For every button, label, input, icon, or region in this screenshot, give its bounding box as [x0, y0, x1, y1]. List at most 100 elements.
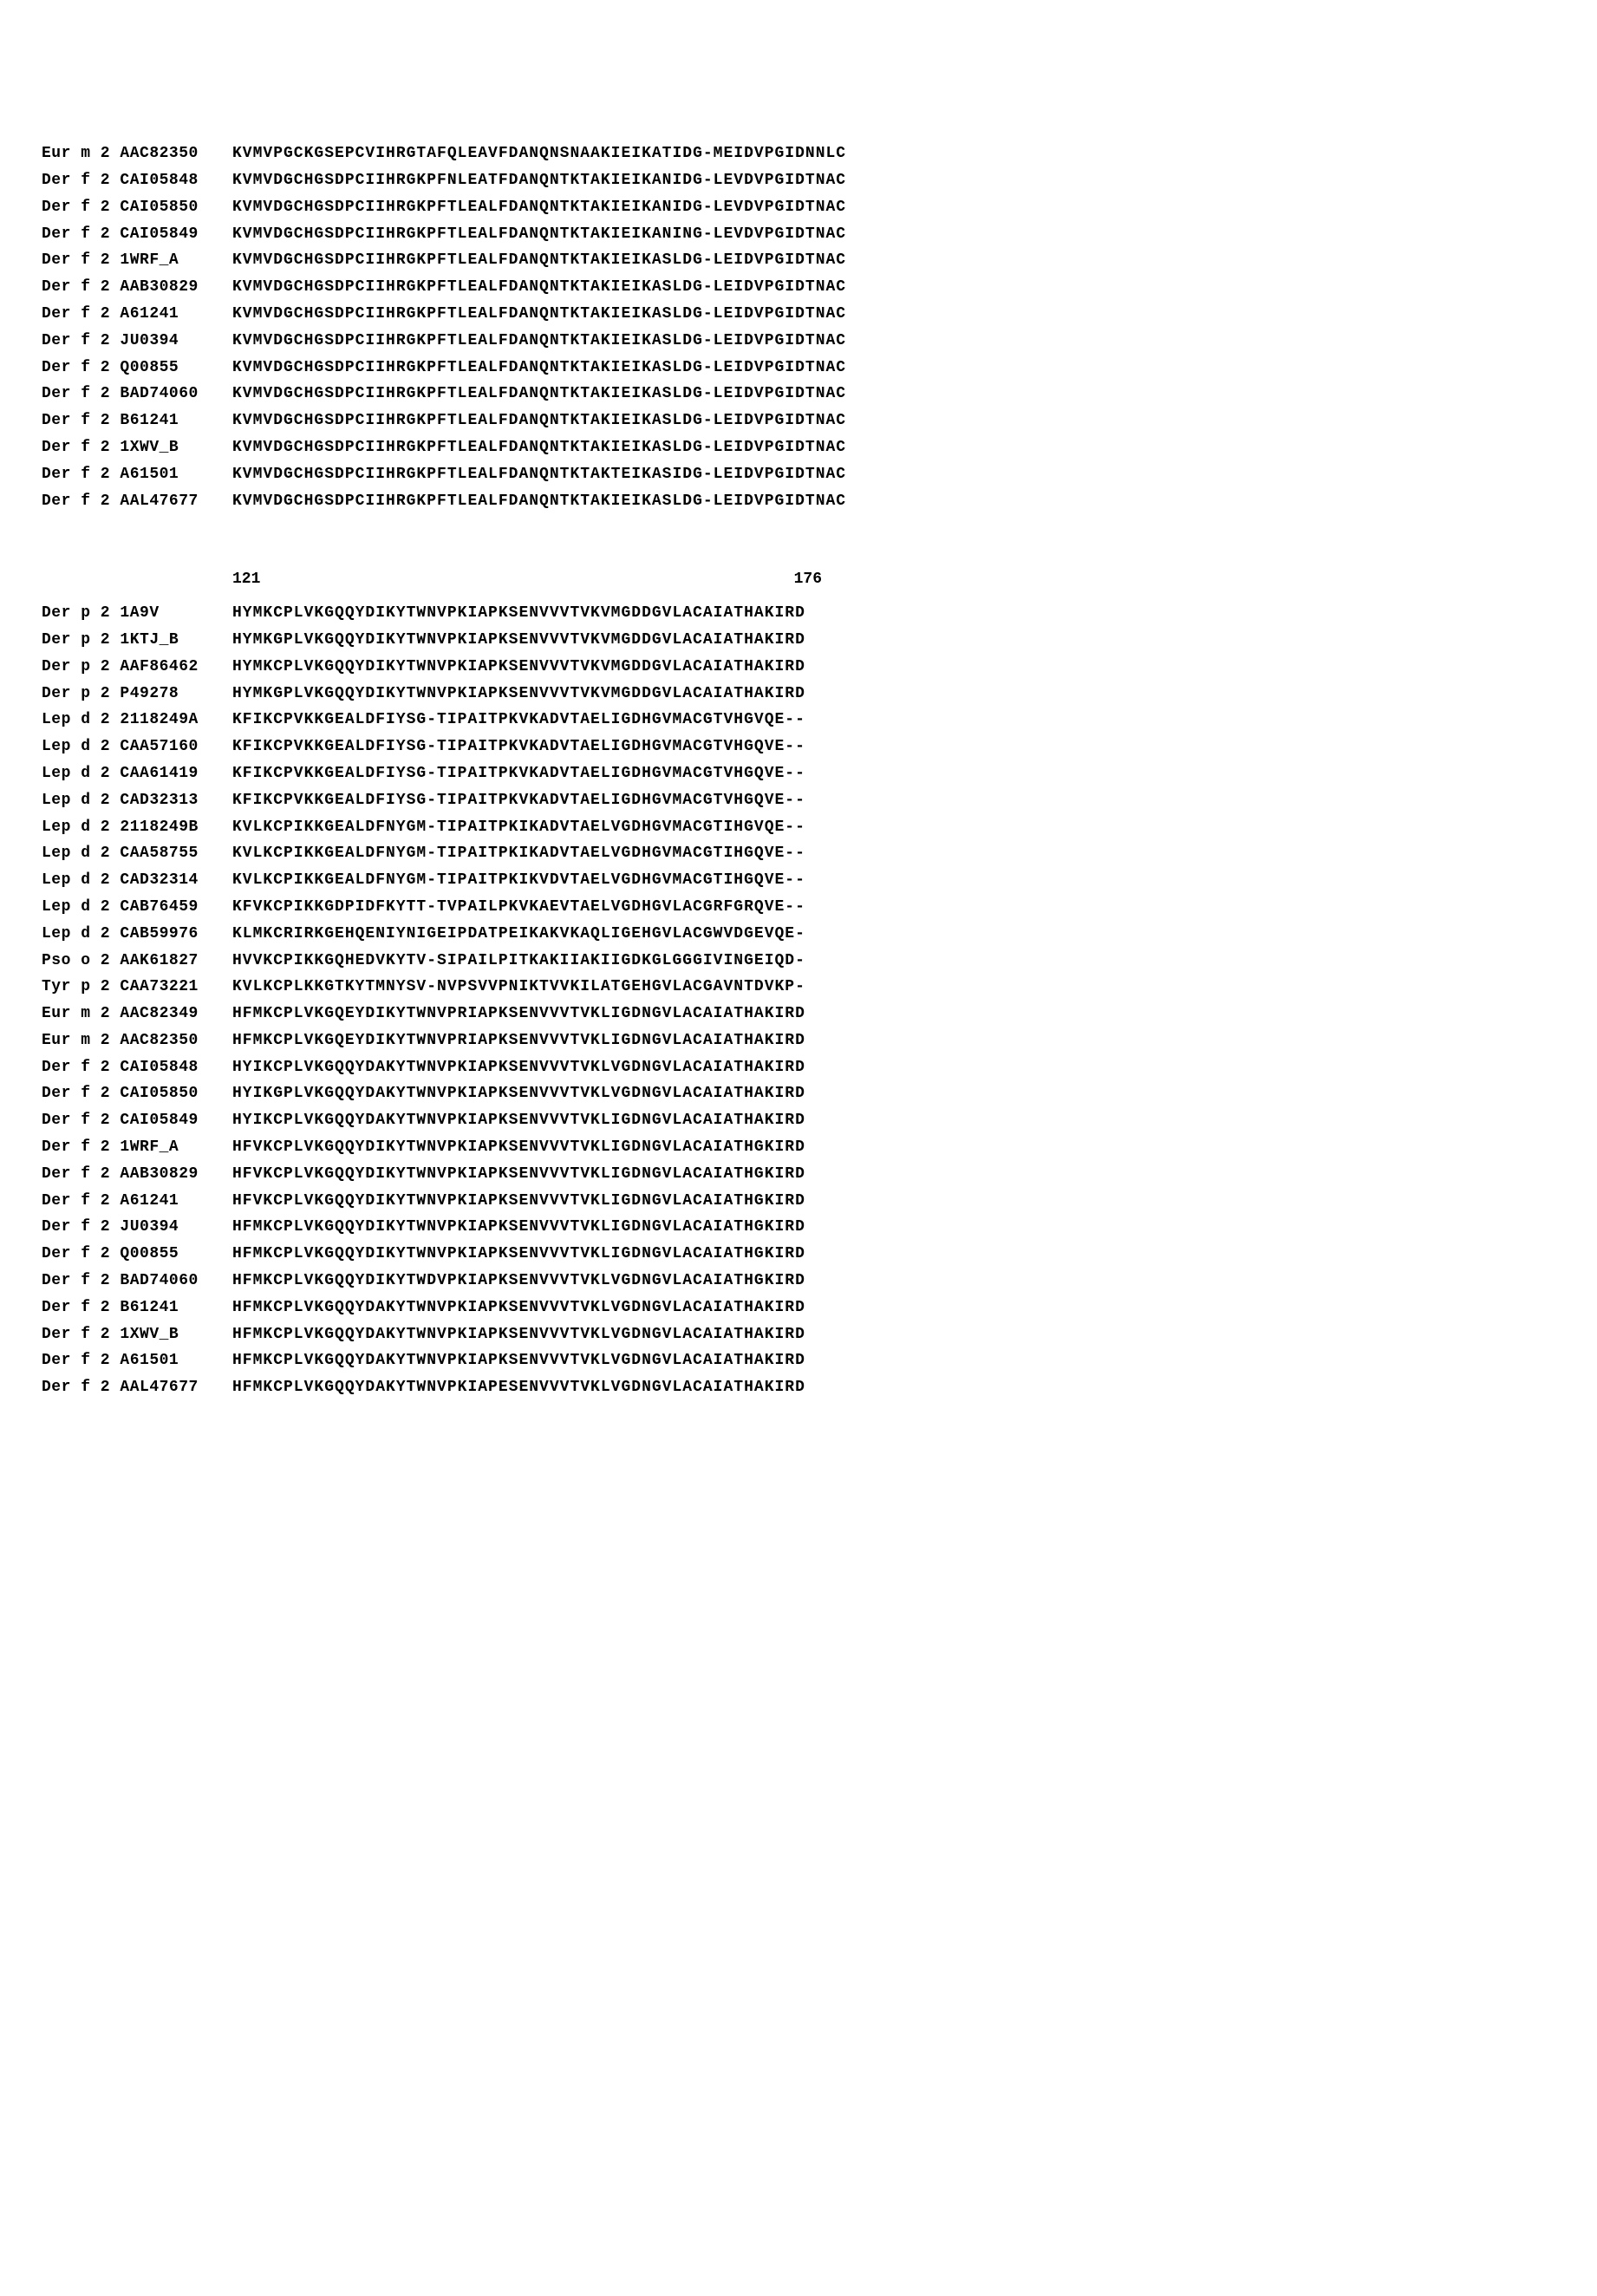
alignment-row: Der p 2 1A9VHYMKCPLVKGQQYDIKYTWNVPKIAPKS… [42, 601, 1555, 626]
sequence-label: Der f 2 1WRF_A [42, 1135, 232, 1160]
sequence-label: Der f 2 CAI05850 [42, 195, 232, 220]
sequence-residues: HFVKCPLVKGQQYDIKYTWNVPKIAPKSENVVVTVKLIGD… [232, 1189, 805, 1214]
sequence-label: Lep d 2 CAB59976 [42, 922, 232, 947]
alignment-row: Eur m 2 AAC82350HFMKCPLVKGQEYDIKYTWNVPRI… [42, 1028, 1555, 1053]
sequence-residues: HFMKCPLVKGQEYDIKYTWNVPRIAPKSENVVVTVKLIGD… [232, 1028, 805, 1053]
alignment-row: Der f 2 A61241HFVKCPLVKGQQYDIKYTWNVPKIAP… [42, 1189, 1555, 1214]
alignment-row: Der f 2 Q00855KVMVDGCHGSDPCIIHRGKPFTLEAL… [42, 355, 1555, 381]
sequence-label: Der f 2 BAD74060 [42, 382, 232, 407]
alignment-row: Lep d 2 CAA61419KFIKCPVKKGEALDFIYSG-TIPA… [42, 761, 1555, 786]
sequence-residues: HYIKCPLVKGQQYDAKYTWNVPKIAPKSENVVVTVKLVGD… [232, 1055, 805, 1080]
sequence-residues: KFIKCPVKKGEALDFIYSG-TIPAITPKVKADVTAELIGD… [232, 708, 805, 733]
sequence-residues: HFMKCPLVKGQQYDAKYTWNVPKIAPKSENVVVTVKLVGD… [232, 1295, 805, 1321]
sequence-residues: KVMVDGCHGSDPCIIHRGKPFNLEATFDANQNTKTAKIEI… [232, 168, 846, 193]
sequence-residues: HFMKCPLVKGQQYDAKYTWNVPKIAPKSENVVVTVKLVGD… [232, 1322, 805, 1347]
alignment-row: Lep d 2 CAD32313KFIKCPVKKGEALDFIYSG-TIPA… [42, 788, 1555, 813]
sequence-label: Pso o 2 AAK61827 [42, 949, 232, 974]
alignment-row: Der p 2 1KTJ_BHYMKGPLVKGQQYDIKYTWNVPKIAP… [42, 628, 1555, 653]
sequence-residues: KVMVDGCHGSDPCIIHRGKPFTLEALFDANQNTKTAKIEI… [232, 435, 846, 460]
sequence-label: Lep d 2 2118249A [42, 708, 232, 733]
alignment-row: Der f 2 CAI05850KVMVDGCHGSDPCIIHRGKPFTLE… [42, 195, 1555, 220]
alignment-row: Der f 2 A61241KVMVDGCHGSDPCIIHRGKPFTLEAL… [42, 302, 1555, 327]
alignment-row: Lep d 2 CAD32314KVLKCPIKKGEALDFNYGM-TIPA… [42, 868, 1555, 893]
sequence-residues: HVVKCPIKKGQHEDVKYTV-SIPAILPITKAKIIAKIIGD… [232, 949, 805, 974]
alignment-row: Der p 2 AAF86462HYMKCPLVKGQQYDIKYTWNVPKI… [42, 655, 1555, 680]
sequence-label: Der f 2 AAL47677 [42, 1375, 232, 1400]
alignment-row: Der f 2 JU0394HFMKCPLVKGQQYDIKYTWNVPKIAP… [42, 1215, 1555, 1240]
sequence-residues: HFMKCPLVKGQQYDIKYTWDVPKIAPKSENVVVTVKLVGD… [232, 1269, 805, 1294]
sequence-label: Eur m 2 AAC82350 [42, 1028, 232, 1053]
sequence-label: Der f 2 A61241 [42, 1189, 232, 1214]
alignment-row: Der f 2 1XWV_BKVMVDGCHGSDPCIIHRGKPFTLEAL… [42, 435, 1555, 460]
alignment-row: Der f 2 1WRF_AKVMVDGCHGSDPCIIHRGKPFTLEAL… [42, 248, 1555, 273]
position-header: 121 176 [42, 567, 1555, 592]
sequence-residues: HFVKCPLVKGQQYDIKYTWNVPKIAPKSENVVVTVKLIGD… [232, 1162, 805, 1187]
alignment-row: Der f 2 AAB30829HFVKCPLVKGQQYDIKYTWNVPKI… [42, 1162, 1555, 1187]
sequence-label: Der f 2 1XWV_B [42, 435, 232, 460]
alignment-row: Der f 2 CAI05848HYIKCPLVKGQQYDAKYTWNVPKI… [42, 1055, 1555, 1080]
sequence-residues: HFMKCPLVKGQQYDAKYTWNVPKIAPKSENVVVTVKLVGD… [232, 1348, 805, 1373]
sequence-residues: KVMVDGCHGSDPCIIHRGKPFTLEALFDANQNTKTAKIEI… [232, 382, 846, 407]
sequence-label: Der f 2 A61501 [42, 1348, 232, 1373]
sequence-label: Lep d 2 CAA57160 [42, 734, 232, 760]
position-end: 176 [794, 567, 822, 592]
sequence-label: Der f 2 B61241 [42, 408, 232, 434]
sequence-label: Der f 2 CAI05848 [42, 168, 232, 193]
alignment-row: Der f 2 AAL47677HFMKCPLVKGQQYDAKYTWNVPKI… [42, 1375, 1555, 1400]
sequence-residues: HYMKGPLVKGQQYDIKYTWNVPKIAPKSENVVVTVKVMGD… [232, 682, 805, 707]
alignment-row: Lep d 2 CAA58755KVLKCPIKKGEALDFNYGM-TIPA… [42, 841, 1555, 866]
alignment-row: Pso o 2 AAK61827HVVKCPIKKGQHEDVKYTV-SIPA… [42, 949, 1555, 974]
sequence-label: Der f 2 A61501 [42, 462, 232, 487]
sequence-residues: HYIKGPLVKGQQYDAKYTWNVPKIAPKSENVVVTVKLVGD… [232, 1081, 805, 1106]
alignment-row: Lep d 2 2118249BKVLKCPIKKGEALDFNYGM-TIPA… [42, 815, 1555, 840]
sequence-label: Lep d 2 CAA61419 [42, 761, 232, 786]
alignment-row: Der f 2 BAD74060HFMKCPLVKGQQYDIKYTWDVPKI… [42, 1269, 1555, 1294]
sequence-residues: KVMVDGCHGSDPCIIHRGKPFTLEALFDANQNTKTAKIEI… [232, 275, 846, 300]
alignment-row: Der f 2 BAD74060KVMVDGCHGSDPCIIHRGKPFTLE… [42, 382, 1555, 407]
sequence-residues: HFMKCPLVKGQQYDAKYTWNVPKIAPESENVVVTVKLVGD… [232, 1375, 805, 1400]
sequence-residues: KFIKCPVKKGEALDFIYSG-TIPAITPKVKADVTAELIGD… [232, 734, 805, 760]
alignment-row: Der f 2 Q00855HFMKCPLVKGQQYDIKYTWNVPKIAP… [42, 1242, 1555, 1267]
sequence-residues: HYIKCPLVKGQQYDAKYTWNVPKIAPKSENVVVTVKLIGD… [232, 1108, 805, 1133]
sequence-residues: KFVKCPIKKGDPIDFKYTT-TVPAILPKVKAEVTAELVGD… [232, 895, 805, 920]
sequence-residues: KVLKCPLKKGTKYTMNYSV-NVPSVVPNIKTVVKILATGE… [232, 975, 805, 1000]
alignment-row: Der f 2 AAB30829KVMVDGCHGSDPCIIHRGKPFTLE… [42, 275, 1555, 300]
sequence-label: Lep d 2 2118249B [42, 815, 232, 840]
alignment-row: Der f 2 CAI05849KVMVDGCHGSDPCIIHRGKPFTLE… [42, 222, 1555, 247]
sequence-residues: KVMVDGCHGSDPCIIHRGKPFTLEALFDANQNTKTAKIEI… [232, 329, 846, 354]
alignment-row: Der f 2 A61501KVMVDGCHGSDPCIIHRGKPFTLEAL… [42, 462, 1555, 487]
sequence-label: Tyr p 2 CAA73221 [42, 975, 232, 1000]
alignment-row: Der f 2 B61241HFMKCPLVKGQQYDAKYTWNVPKIAP… [42, 1295, 1555, 1321]
sequence-residues: KFIKCPVKKGEALDFIYSG-TIPAITPKVKADVTAELIGD… [232, 761, 805, 786]
sequence-residues: HFMKCPLVKGQQYDIKYTWNVPKIAPKSENVVVTVKLIGD… [232, 1215, 805, 1240]
sequence-label: Der f 2 1WRF_A [42, 248, 232, 273]
sequence-residues: HYMKGPLVKGQQYDIKYTWNVPKIAPKSENVVVTVKVMGD… [232, 628, 805, 653]
alignment-row: Der f 2 1WRF_AHFVKCPLVKGQQYDIKYTWNVPKIAP… [42, 1135, 1555, 1160]
sequence-residues: HFVKCPLVKGQQYDIKYTWNVPKIAPKSENVVVTVKLIGD… [232, 1135, 805, 1160]
sequence-residues: KVMVDGCHGSDPCIIHRGKPFTLEALFDANQNTKTAKIEI… [232, 222, 846, 247]
sequence-residues: KFIKCPVKKGEALDFIYSG-TIPAITPKVKADVTAELIGD… [232, 788, 805, 813]
alignment-row: Lep d 2 CAB76459KFVKCPIKKGDPIDFKYTT-TVPA… [42, 895, 1555, 920]
sequence-residues: HYMKCPLVKGQQYDIKYTWNVPKIAPKSENVVVTVKVMGD… [232, 655, 805, 680]
alignment-row: Der f 2 1XWV_BHFMKCPLVKGQQYDAKYTWNVPKIAP… [42, 1322, 1555, 1347]
alignment-row: Lep d 2 2118249AKFIKCPVKKGEALDFIYSG-TIPA… [42, 708, 1555, 733]
sequence-label: Eur m 2 AAC82350 [42, 141, 232, 166]
sequence-residues: KVMVPGCKGSEPCVIHRGTAFQLEAVFDANQNSNAAKIEI… [232, 141, 846, 166]
alignment-row: Der f 2 CAI05849HYIKCPLVKGQQYDAKYTWNVPKI… [42, 1108, 1555, 1133]
sequence-residues: HFMKCPLVKGQQYDIKYTWNVPKIAPKSENVVVTVKLIGD… [232, 1242, 805, 1267]
sequence-alignment-figure: Eur m 2 AAC82350KVMVPGCKGSEPCVIHRGTAFQLE… [42, 141, 1555, 1400]
sequence-label: Der f 2 AAB30829 [42, 275, 232, 300]
alignment-row: Der f 2 CAI05848KVMVDGCHGSDPCIIHRGKPFNLE… [42, 168, 1555, 193]
sequence-residues: KVMVDGCHGSDPCIIHRGKPFTLEALFDANQNTKTAKIEI… [232, 408, 846, 434]
sequence-label: Der f 2 CAI05849 [42, 1108, 232, 1133]
sequence-label: Der f 2 Q00855 [42, 1242, 232, 1267]
alignment-row: Der f 2 CAI05850HYIKGPLVKGQQYDAKYTWNVPKI… [42, 1081, 1555, 1106]
alignment-row: Der f 2 B61241KVMVDGCHGSDPCIIHRGKPFTLEAL… [42, 408, 1555, 434]
position-start: 121 [232, 567, 260, 592]
sequence-label: Der f 2 AAL47677 [42, 489, 232, 514]
sequence-label: Lep d 2 CAD32313 [42, 788, 232, 813]
alignment-row: Der f 2 A61501HFMKCPLVKGQQYDAKYTWNVPKIAP… [42, 1348, 1555, 1373]
alignment-row: Lep d 2 CAB59976KLMKCRIRKGEHQENIYNIGEIPD… [42, 922, 1555, 947]
sequence-residues: KVLKCPIKKGEALDFNYGM-TIPAITPKIKADVTAELVGD… [232, 815, 805, 840]
sequence-label: Der f 2 CAI05848 [42, 1055, 232, 1080]
